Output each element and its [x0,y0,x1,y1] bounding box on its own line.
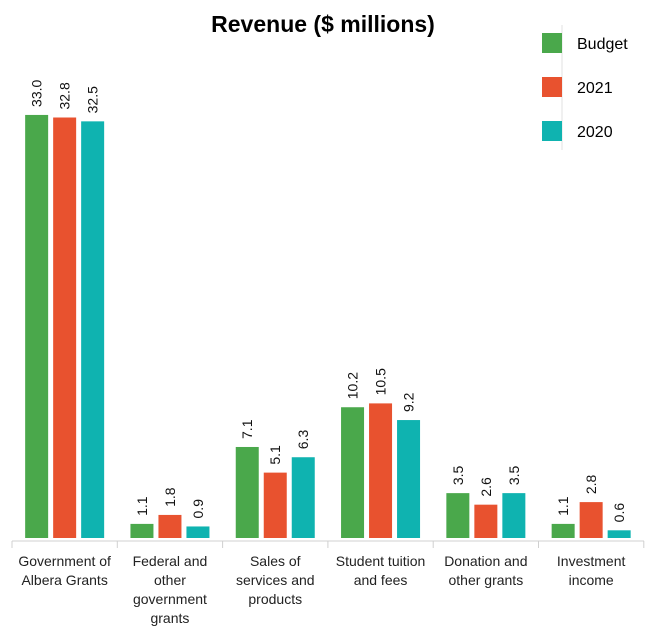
bar-2020-0 [81,121,105,538]
value-label: 2.6 [478,477,494,497]
category-label: products [248,591,302,607]
value-labels: 33.0 32.8 32.5 1.1 1.8 0.9 7.1 5.1 6.3 10.2 10.5 9.… [29,79,628,522]
bar-2020-2 [291,457,315,538]
value-label: 7.1 [239,419,255,439]
bar-budget-0 [25,114,49,538]
value-label: 6.3 [295,430,311,450]
legend-label: 2021 [577,80,613,97]
bar-budget-4 [446,493,470,538]
category-label: and fees [354,572,408,588]
bar-2020-1 [186,526,210,538]
legend-label: 2020 [577,124,613,141]
bar-2020-4 [502,493,526,538]
bar-2021-3 [369,403,393,538]
legend-swatch-2020 [542,121,562,141]
value-label: 1.8 [162,487,178,507]
value-label: 1.1 [555,496,571,516]
legend-label: Budget [577,36,628,53]
bar-2021-4 [474,504,498,538]
bar-2021-1 [158,514,182,538]
value-label: 3.5 [506,465,522,485]
bar-budget-2 [235,446,259,538]
category-label: government [133,591,207,607]
category-dividers [11,541,645,548]
category-label: services and [236,572,315,588]
value-label: 5.1 [267,445,283,465]
value-label: 3.5 [450,465,466,485]
value-label: 10.2 [345,372,361,399]
bar-2020-5 [607,530,631,538]
category-label: Federal and [133,553,208,569]
category-label: grants [150,610,189,626]
bar-budget-5 [551,523,575,538]
category-labels: Government of Albera Grants Federal and oth… [18,553,625,626]
legend-swatch-budget [542,33,562,53]
chart-title: Revenue ($ millions) [211,11,435,37]
value-label: 33.0 [29,79,45,106]
value-label: 0.9 [190,499,206,519]
value-label: 2.8 [583,474,599,494]
category-label: Albera Grants [21,572,107,588]
bar-marks [25,114,631,538]
bar-2021-5 [579,502,603,538]
bar-budget-3 [341,407,365,538]
category-label: Investment [557,553,626,569]
bar-2020-3 [397,420,421,538]
category-label: Sales of [250,553,301,569]
category-label: income [569,572,614,588]
category-label: Donation and [444,553,527,569]
legend: Budget 2021 2020 [542,25,628,150]
value-label: 0.6 [611,503,627,523]
value-label: 32.5 [85,86,101,113]
category-label: Government of [18,553,111,569]
value-label: 9.2 [401,392,417,412]
bar-2021-2 [263,472,287,538]
value-label: 10.5 [373,368,389,395]
value-label: 32.8 [57,82,73,109]
category-label: other grants [448,572,523,588]
legend-swatch-2021 [542,77,562,97]
value-label: 1.1 [134,496,150,516]
category-label: Student tuition [336,553,426,569]
bar-2021-0 [53,117,77,538]
bar-budget-1 [130,523,154,538]
category-label: other [154,572,186,588]
